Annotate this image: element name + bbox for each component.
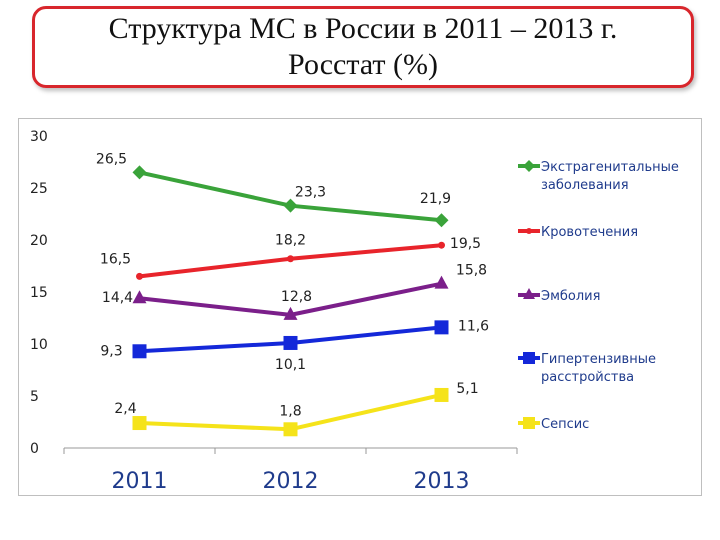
legend-item-4: Гипертензивные расстройства bbox=[518, 352, 656, 385]
chart-title-line2: Росстат (%) bbox=[288, 48, 438, 81]
data-label: 1,8 bbox=[279, 403, 301, 419]
data-point-square bbox=[283, 335, 298, 350]
data-point-square bbox=[434, 387, 449, 402]
series-1: 26,5 23,3 21,9 bbox=[96, 151, 451, 228]
series-5: 2,4 1,8 5,1 bbox=[114, 381, 479, 437]
legend-marker bbox=[523, 417, 535, 429]
chart-lines: 26,5 23,3 21,9 16,5 18,2 19,5 14,4 12,8 15,8 9,3 1… bbox=[96, 151, 489, 437]
data-point-diamond bbox=[283, 198, 298, 213]
y-tick-label: 20 bbox=[30, 233, 48, 249]
x-tick-label: 2012 bbox=[263, 469, 319, 494]
data-label: 21,9 bbox=[420, 191, 451, 207]
chart-legend: Экстрагенитальные заболевания Кровотечения… bbox=[518, 160, 679, 432]
legend-label: Сепсис bbox=[541, 417, 589, 432]
data-point-triangle bbox=[434, 275, 449, 289]
legend-marker bbox=[523, 160, 535, 172]
y-tick-label: 25 bbox=[30, 181, 48, 197]
data-label: 9,3 bbox=[100, 343, 122, 359]
legend-label: Эмболия bbox=[541, 289, 600, 304]
legend-label: расстройства bbox=[541, 370, 634, 385]
y-tick-label: 5 bbox=[30, 389, 39, 405]
data-label: 5,1 bbox=[456, 381, 478, 397]
data-point-square bbox=[132, 344, 147, 359]
series-2: 16,5 18,2 19,5 bbox=[100, 233, 481, 280]
data-point-triangle bbox=[283, 306, 298, 320]
data-point-diamond bbox=[434, 213, 449, 228]
legend-label: Гипертензивные bbox=[541, 352, 656, 367]
legend-item-3: Эмболия bbox=[518, 288, 600, 304]
legend-label: Кровотечения bbox=[541, 225, 638, 240]
chart-frame bbox=[18, 118, 702, 496]
y-tick-label: 10 bbox=[30, 337, 48, 353]
data-label: 18,2 bbox=[275, 233, 306, 249]
data-point-diamond bbox=[132, 165, 147, 180]
data-point-square bbox=[434, 320, 449, 335]
legend-marker bbox=[526, 228, 532, 234]
legend-item-1: Экстрагенитальные заболевания bbox=[518, 160, 679, 193]
title-box: Структура МС в России в 2011 – 2013 г. Р… bbox=[32, 6, 694, 88]
data-point-dot bbox=[287, 255, 294, 263]
data-label: 26,5 bbox=[96, 151, 127, 167]
data-label: 14,4 bbox=[102, 290, 133, 306]
x-tick-label: 2011 bbox=[112, 469, 168, 494]
data-label: 12,8 bbox=[281, 289, 312, 305]
x-tick-label: 2013 bbox=[414, 469, 470, 494]
legend-label: Экстрагенитальные bbox=[541, 160, 679, 175]
data-point-triangle bbox=[132, 290, 147, 304]
data-label: 15,8 bbox=[456, 263, 487, 279]
y-tick-label: 30 bbox=[30, 129, 48, 145]
data-point-square bbox=[283, 422, 298, 437]
y-tick-label: 0 bbox=[30, 441, 39, 457]
data-point-dot bbox=[438, 241, 445, 249]
legend-label: заболевания bbox=[541, 178, 629, 193]
data-label: 16,5 bbox=[100, 251, 131, 267]
data-point-square bbox=[132, 416, 147, 431]
legend-marker bbox=[523, 352, 535, 364]
series-3: 14,4 12,8 15,8 bbox=[102, 263, 487, 320]
data-label: 19,5 bbox=[450, 236, 481, 252]
data-label: 23,3 bbox=[295, 185, 326, 201]
series-4: 9,3 10,1 11,6 bbox=[100, 318, 489, 373]
legend-marker bbox=[523, 288, 535, 299]
legend-item-2: Кровотечения bbox=[518, 225, 638, 240]
chart-axes: 2011 2012 2013 0 5 10 15 20 25 30 bbox=[30, 129, 518, 494]
data-label: 11,6 bbox=[458, 318, 489, 334]
series-line bbox=[139, 170, 442, 223]
chart-title-line1: Структура МС в России в 2011 – 2013 г. bbox=[108, 12, 618, 45]
data-label: 10,1 bbox=[275, 357, 306, 373]
legend-item-5: Сепсис bbox=[518, 417, 589, 432]
data-label: 2,4 bbox=[114, 401, 136, 417]
y-tick-label: 15 bbox=[30, 285, 48, 301]
data-point-dot bbox=[136, 272, 143, 280]
